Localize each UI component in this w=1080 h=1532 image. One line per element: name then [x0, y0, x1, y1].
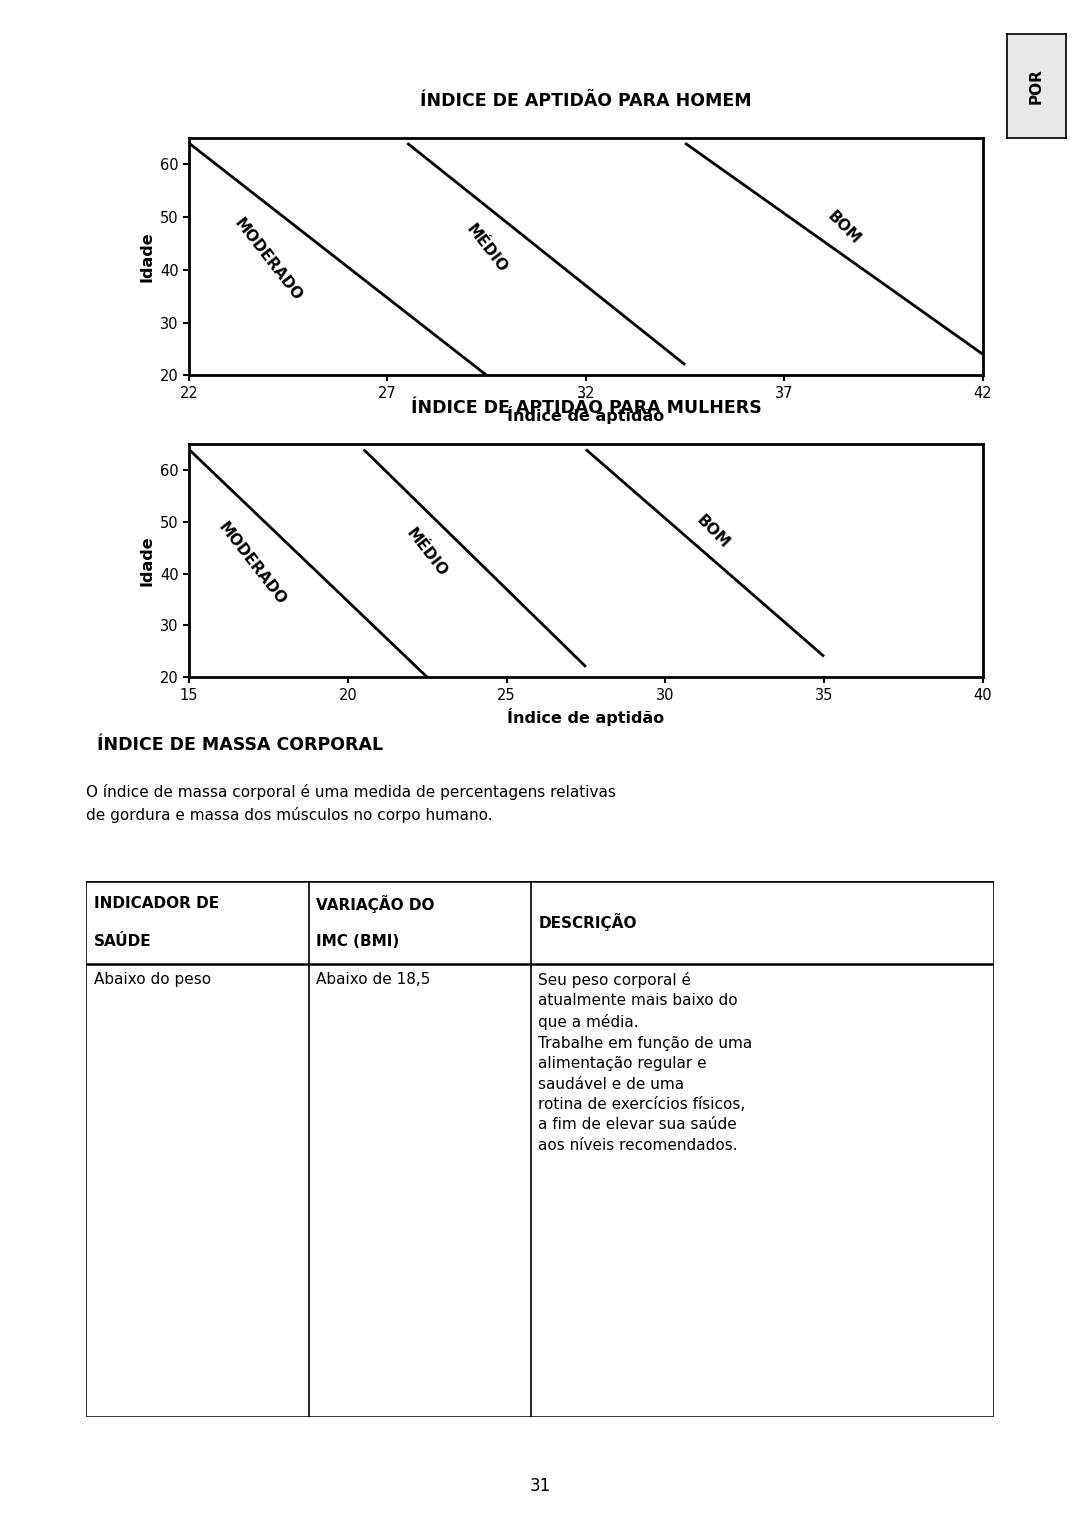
Text: IMC (BMI): IMC (BMI) — [316, 933, 400, 948]
Text: 31: 31 — [529, 1477, 551, 1495]
Text: BOM: BOM — [824, 208, 863, 247]
Text: MÉDIO: MÉDIO — [463, 222, 510, 276]
Text: INDICADOR DE: INDICADOR DE — [94, 896, 219, 912]
Text: Abaixo de 18,5: Abaixo de 18,5 — [316, 971, 430, 987]
Text: Abaixo do peso: Abaixo do peso — [94, 971, 211, 987]
Text: Seu peso corporal é
atualmente mais baixo do
que a média.
Trabalhe em função de : Seu peso corporal é atualmente mais baix… — [538, 971, 753, 1152]
Text: VARIAÇÃO DO: VARIAÇÃO DO — [316, 895, 434, 913]
Text: ÍNDICE DE APTIDÃO PARA MULHERS: ÍNDICE DE APTIDÃO PARA MULHERS — [410, 398, 761, 417]
Text: BOM: BOM — [693, 513, 732, 552]
X-axis label: Índice de aptidão: Índice de aptidão — [508, 406, 664, 424]
Text: ÍNDICE DE APTIDÃO PARA HOMEM: ÍNDICE DE APTIDÃO PARA HOMEM — [420, 92, 752, 110]
Text: MÉDIO: MÉDIO — [404, 525, 450, 581]
Y-axis label: Idade: Idade — [139, 231, 154, 282]
Text: ÍNDICE DE MASSA CORPORAL: ÍNDICE DE MASSA CORPORAL — [97, 735, 383, 754]
Text: DESCRIÇÃO: DESCRIÇÃO — [538, 913, 637, 931]
Text: MODERADO: MODERADO — [231, 214, 306, 303]
X-axis label: Índice de aptidão: Índice de aptidão — [508, 708, 664, 726]
Text: O índice de massa corporal é uma medida de percentagens relativas
de gordura e m: O índice de massa corporal é uma medida … — [86, 784, 617, 823]
Text: MODERADO: MODERADO — [216, 519, 289, 607]
Text: POR: POR — [1029, 67, 1043, 104]
Y-axis label: Idade: Idade — [139, 535, 154, 587]
Text: SAÚDE: SAÚDE — [94, 933, 151, 948]
